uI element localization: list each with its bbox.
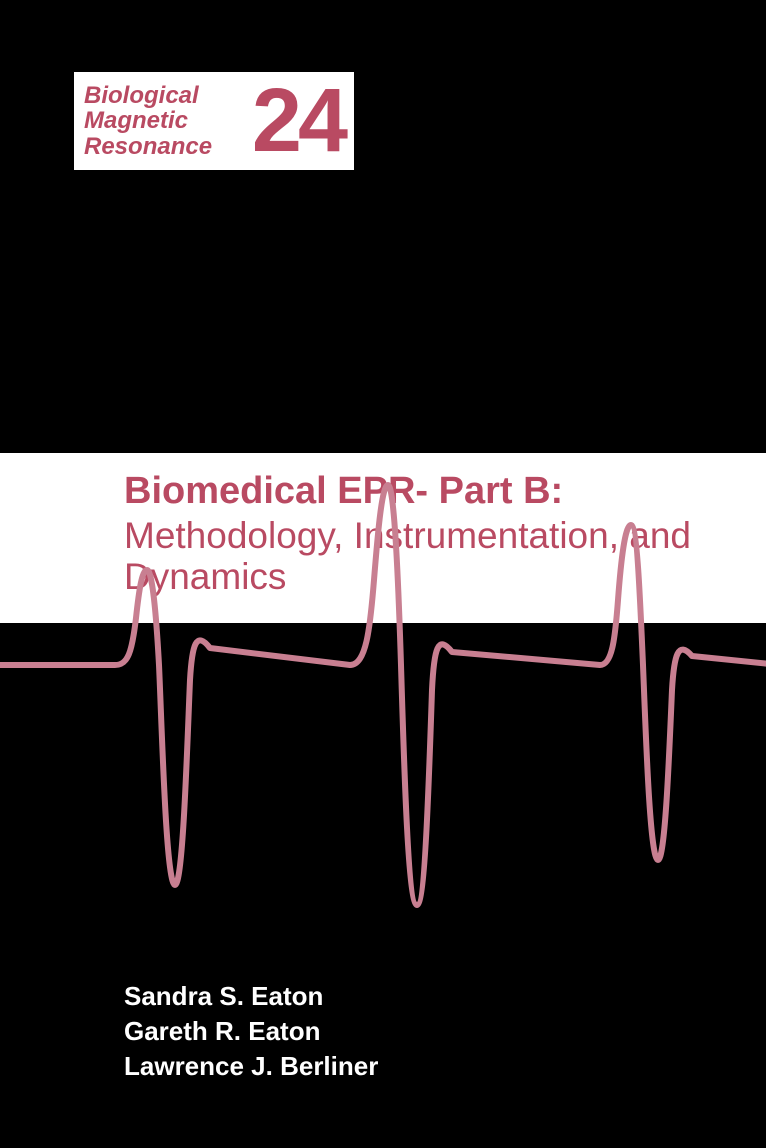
series-label-line3: Resonance: [84, 133, 212, 160]
series-label-line2: Magnetic: [84, 107, 188, 134]
series-label: Biological Magnetic Resonance: [84, 83, 252, 159]
series-volume-number: 24: [252, 81, 344, 162]
title-main: Biomedical EPR- Part B:: [124, 471, 716, 513]
book-cover: Biological Magnetic Resonance 24 Biomedi…: [0, 0, 766, 1148]
author-3: Lawrence J. Berliner: [124, 1049, 378, 1084]
title-subtitle: Methodology, Instrumentation, and Dynami…: [124, 515, 716, 598]
title-band: Biomedical EPR- Part B: Methodology, Ins…: [0, 453, 766, 623]
author-1: Sandra S. Eaton: [124, 979, 378, 1014]
author-2: Gareth R. Eaton: [124, 1014, 378, 1049]
series-badge: Biological Magnetic Resonance 24: [74, 72, 354, 170]
series-label-line1: Biological: [84, 82, 199, 109]
author-block: Sandra S. Eaton Gareth R. Eaton Lawrence…: [124, 979, 378, 1084]
